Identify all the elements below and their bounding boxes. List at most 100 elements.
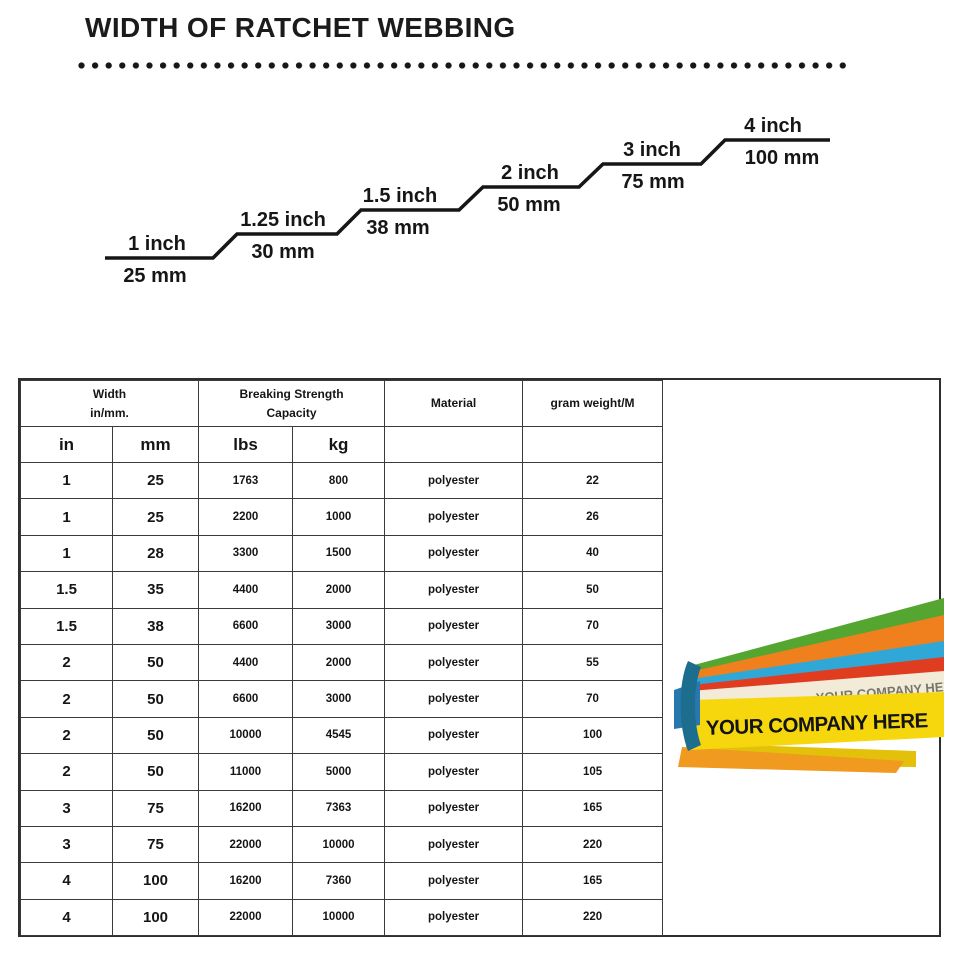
table-cell: polyester (384, 862, 524, 900)
table-row: 4 100 22000 10000 polyester 220 (20, 898, 664, 937)
step-mm-label: 75 mm (621, 171, 684, 193)
table-cell: 16200 (198, 862, 294, 900)
table-row: 4 100 16200 7360 polyester 165 (20, 862, 664, 900)
table-cell: 10000 (292, 825, 386, 864)
table-cell: 1 (20, 498, 113, 536)
table-cell: 1 (20, 534, 113, 573)
table-cell: polyester (384, 607, 524, 645)
table-cell: 75 (111, 789, 200, 827)
table-cell: 2 (20, 680, 113, 718)
table-cell: 10000 (292, 898, 386, 937)
table-cell: 4400 (198, 643, 294, 682)
table-cell: 220 (522, 898, 664, 937)
col-header-line: gram weight/M (550, 396, 635, 411)
col-header-line: Capacity (266, 405, 317, 420)
table-cell: 4400 (198, 571, 294, 609)
table-cell: 2 (20, 716, 113, 755)
table-cell: 1763 (198, 461, 294, 500)
subheader-lbs: lbs (198, 426, 294, 463)
table-subheader-row: in mm lbs kg (20, 426, 664, 463)
strap-teal-roll (680, 661, 702, 751)
table-row: 2 50 4400 2000 polyester 55 (20, 643, 664, 682)
col-header-line: Breaking Strength (239, 386, 344, 401)
table-cell: polyester (384, 789, 524, 827)
table-cell: 105 (522, 753, 664, 791)
table-cell: 10000 (198, 716, 294, 755)
table-row: 1.5 35 4400 2000 polyester 50 (20, 571, 664, 609)
table-cell: 50 (111, 680, 200, 718)
step-inch-label: 1 inch (128, 233, 186, 255)
width-step-diagram: 1 inch 25 mm 1.25 inch 30 mm 1.5 inch 38… (105, 115, 830, 287)
step-mm-label: 38 mm (366, 217, 429, 239)
table-cell: 4545 (292, 716, 386, 755)
table-row: 3 75 22000 10000 polyester 220 (20, 825, 664, 864)
table-cell: 50 (522, 571, 664, 609)
subheader-kg: kg (292, 426, 386, 463)
table-cell: 5000 (292, 753, 386, 791)
table-cell: polyester (384, 716, 524, 755)
table-row: 3 75 16200 7363 polyester 165 (20, 789, 664, 827)
col-header-line: in/mm. (90, 405, 129, 420)
table-row: 2 50 11000 5000 polyester 105 (20, 753, 664, 791)
table-cell: 1.5 (20, 571, 113, 609)
strap-amber (678, 747, 905, 773)
table-cell: 25 (111, 461, 200, 500)
table-cell: 50 (111, 643, 200, 682)
subheader-in: in (20, 426, 113, 463)
table-cell: 38 (111, 607, 200, 645)
table-row: 2 50 6600 3000 polyester 70 (20, 680, 664, 718)
table-cell: 220 (522, 825, 664, 864)
col-header-gram-weight: gram weight/M (522, 380, 664, 427)
table-cell: 3 (20, 825, 113, 864)
table-row: 1 28 3300 1500 polyester 40 (20, 534, 664, 573)
table-cell: 55 (522, 643, 664, 682)
table-cell: polyester (384, 498, 524, 536)
table-cell: 165 (522, 789, 664, 827)
table-cell: 40 (522, 534, 664, 573)
step-inch-label: 1.5 inch (363, 185, 437, 207)
table-cell: 22 (522, 461, 664, 500)
table-cell: 4 (20, 898, 113, 937)
table-cell: polyester (384, 461, 524, 500)
step-inch-label: 4 inch (744, 115, 802, 137)
table-row: 1 25 1763 800 polyester 22 (20, 461, 664, 500)
table-cell: polyester (384, 643, 524, 682)
table-cell: 3 (20, 789, 113, 827)
step-mm-label: 30 mm (251, 241, 314, 263)
table-cell: polyester (384, 753, 524, 791)
table-cell: 35 (111, 571, 200, 609)
spec-table-body: 1 25 1763 800 polyester 22 1 25 2200 1000 polyeste… (20, 461, 664, 937)
table-cell: 28 (111, 534, 200, 573)
table-cell: 2 (20, 753, 113, 791)
table-cell: 3300 (198, 534, 294, 573)
table-cell: 75 (111, 825, 200, 864)
table-cell: 165 (522, 862, 664, 900)
col-header-line: Width (92, 386, 127, 401)
table-cell: 2 (20, 643, 113, 682)
step-inch-label: 3 inch (623, 139, 681, 161)
table-cell: 6600 (198, 607, 294, 645)
table-cell: 3000 (292, 607, 386, 645)
step-inch-label: 1.25 inch (240, 209, 326, 231)
col-header-line: Material (430, 396, 477, 411)
table-cell: 26 (522, 498, 664, 536)
webbing-photo: YOUR COMPANY HERE YOUR COMPANY HERE (674, 598, 945, 773)
step-inch-label: 2 inch (501, 162, 559, 184)
subheader-gram-blank (522, 426, 664, 463)
staircase-line (105, 138, 830, 260)
table-cell: 2200 (198, 498, 294, 536)
table-cell: 70 (522, 680, 664, 718)
table-cell: 1000 (292, 498, 386, 536)
table-cell: 1.5 (20, 607, 113, 645)
table-row: 1 25 2200 1000 polyester 26 (20, 498, 664, 536)
table-cell: 7363 (292, 789, 386, 827)
col-header-width: Width in/mm. (19, 380, 200, 427)
table-cell: 3000 (292, 680, 386, 718)
table-cell: polyester (384, 680, 524, 718)
table-cell: polyester (384, 571, 524, 609)
table-cell: 22000 (198, 898, 294, 937)
table-cell: polyester (384, 825, 524, 864)
table-cell: 7360 (292, 862, 386, 900)
table-cell: polyester (384, 898, 524, 937)
webbing-photo-cell: YOUR COMPANY HERE YOUR COMPANY HERE (663, 380, 945, 935)
